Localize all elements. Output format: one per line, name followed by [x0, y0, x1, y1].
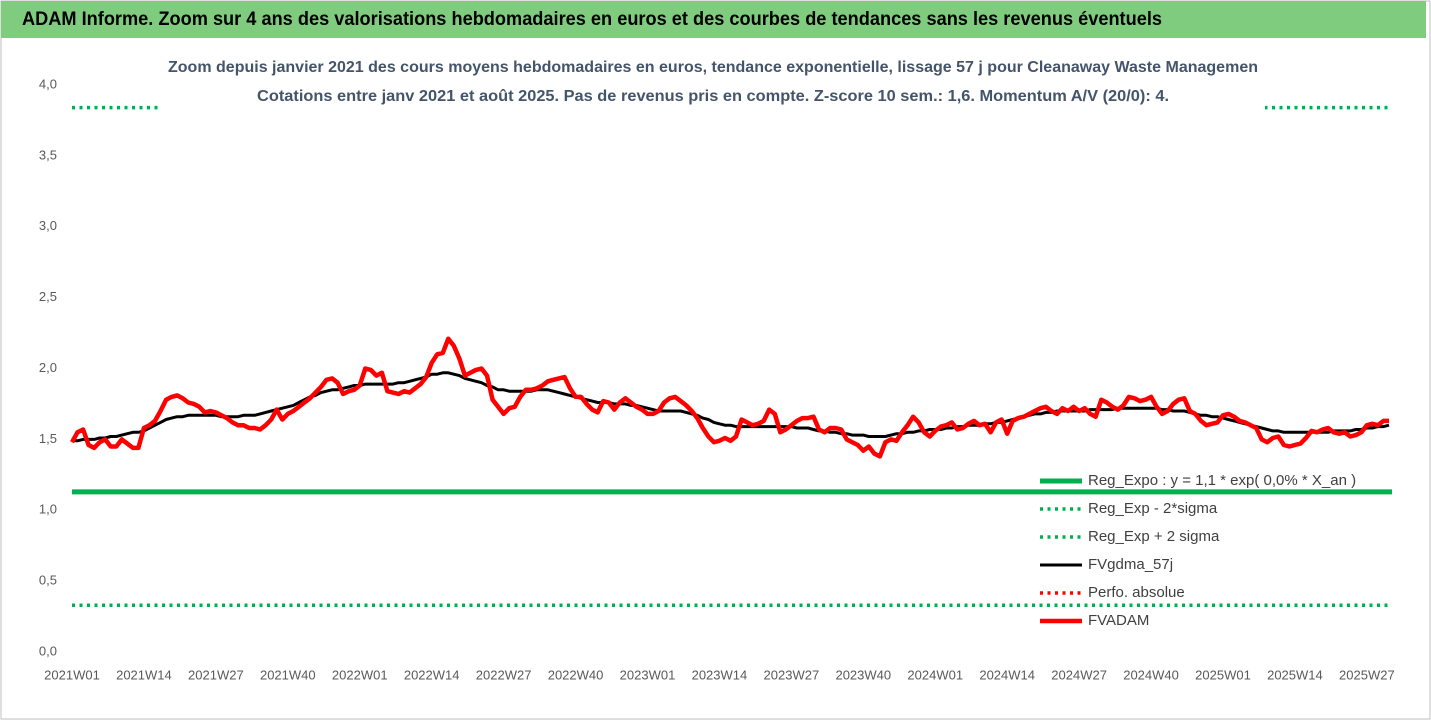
chart-title: Zoom depuis janvier 2021 des cours moyen… [168, 59, 1258, 76]
x-tick-label: 2023W40 [835, 667, 891, 682]
header-bar [1, 1, 1426, 38]
y-tick-label: 3,5 [39, 147, 57, 162]
x-tick-label: 2024W01 [907, 667, 963, 682]
y-tick-label: 0,5 [39, 573, 57, 588]
legend-label: Reg_Exp + 2 sigma [1088, 528, 1220, 545]
x-tick-label: 2021W27 [188, 667, 244, 682]
chart-subtitle: Cotations entre janv 2021 et août 2025. … [257, 88, 1169, 105]
legend-label: Reg_Exp - 2*sigma [1088, 500, 1218, 517]
y-tick-label: 2,0 [39, 360, 57, 375]
y-tick-label: 3,0 [39, 218, 57, 233]
y-tick-label: 1,0 [39, 502, 57, 517]
y-tick-label: 4,0 [39, 76, 57, 91]
legend-label: Perfo. absolue [1088, 584, 1185, 601]
y-tick-label: 1,5 [39, 431, 57, 446]
x-tick-label: 2021W01 [44, 667, 100, 682]
x-tick-label: 2022W01 [332, 667, 388, 682]
y-tick-label: 2,5 [39, 289, 57, 304]
legend-label: FVgdma_57j [1088, 556, 1173, 573]
x-tick-label: 2022W27 [476, 667, 532, 682]
x-tick-label: 2022W40 [548, 667, 604, 682]
legend: Reg_Expo : y = 1,1 * exp( 0,0% * X_an ) R… [1040, 472, 1356, 629]
x-tick-label: 2024W40 [1123, 667, 1179, 682]
legend-label: FVADAM [1088, 612, 1149, 629]
x-tick-label: 2025W14 [1267, 667, 1323, 682]
x-tick-label: 2023W27 [764, 667, 820, 682]
series-line [70, 336, 1389, 459]
x-tick-label: 2022W14 [404, 667, 460, 682]
x-tick-label: 2024W27 [1051, 667, 1107, 682]
header-title: ADAM Informe. Zoom sur 4 ans des valoris… [22, 9, 1162, 30]
x-tick-label: 2023W14 [692, 667, 748, 682]
x-tick-label: 2024W14 [979, 667, 1035, 682]
subtitle-background [160, 56, 1265, 114]
legend-label: Reg_Expo : y = 1,1 * exp( 0,0% * X_an ) [1088, 472, 1356, 489]
x-tick-label: 2023W01 [620, 667, 676, 682]
x-tick-label: 2025W27 [1339, 667, 1395, 682]
x-tick-label: 2021W14 [116, 667, 172, 682]
x-tick-label: 2021W40 [260, 667, 316, 682]
y-tick-label: 0,0 [39, 643, 57, 658]
x-tick-label: 2025W01 [1195, 667, 1251, 682]
